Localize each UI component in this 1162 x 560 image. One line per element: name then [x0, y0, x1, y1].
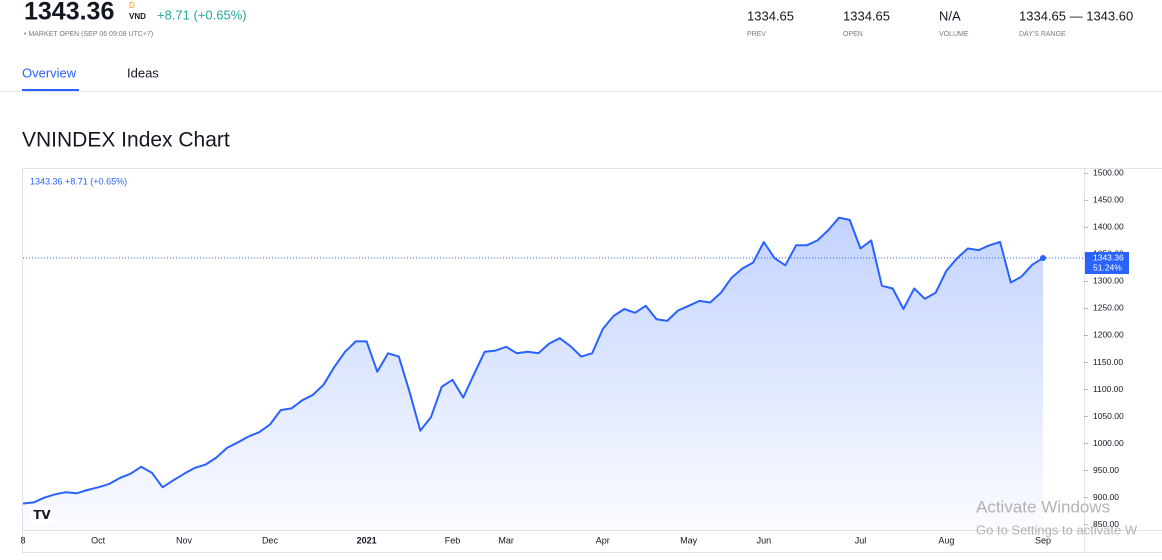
x-tick-label: Mar [498, 535, 514, 545]
market-status: • MARKET OPEN (SEP 06 09:08 UTC+7) [24, 31, 153, 38]
x-tick-label: Oct [91, 535, 106, 545]
y-tick-label: 900.00 [1093, 492, 1119, 502]
chart-frame [22, 168, 1162, 553]
stat-value: 1334.65 [843, 8, 890, 23]
chart-legend: 1343.36 +8.71 (+0.65%) [30, 176, 127, 186]
y-tick-label: 1200.00 [1093, 330, 1124, 340]
x-tick-label: Aug [938, 535, 954, 545]
y-tick-label: 1300.00 [1093, 276, 1124, 286]
stats: 1334.65 PREV 1334.65 OPEN N/A VOLUME 1334.65 —… [747, 8, 1133, 37]
last-price-label: 1343.36 [1093, 252, 1124, 262]
y-tick-label: 1500.00 [1093, 168, 1124, 178]
stat-label: DAY'S RANGE [1019, 31, 1066, 38]
last-change-label: 51.24% [1093, 262, 1122, 272]
y-tick-label: 1250.00 [1093, 303, 1124, 313]
y-tick-label: 850.00 [1093, 519, 1119, 529]
price-flag: D [129, 1, 135, 10]
last-point [1040, 255, 1046, 262]
x-tick-label: May [680, 535, 698, 545]
y-tick-label: 1150.00 [1093, 357, 1123, 367]
x-tick-label: Feb [445, 535, 461, 545]
y-tick-label: 1050.00 [1093, 411, 1124, 421]
x-tick-label: Sep [1035, 535, 1051, 545]
x-tick-label: Jul [855, 535, 867, 545]
watermark: Go to Settings to activate W [976, 522, 1138, 537]
tab-underline [22, 89, 79, 91]
tv-logo: 𝗧𝗩 [30, 506, 54, 524]
tab[interactable]: Overview [22, 65, 77, 80]
y-tick-label: 1100.00 [1093, 384, 1123, 394]
x-tick-label: 8 [20, 535, 25, 545]
y-tick-label: 1450.00 [1093, 195, 1124, 205]
x-tick-label: 2021 [357, 535, 377, 545]
stat-value: 1334.65 — 1343.60 [1019, 8, 1133, 23]
last-price-badge [1085, 252, 1129, 275]
plot: 850.00 900.00 950.00 1000.00 1050.00 1100.00 1… [20, 168, 1129, 545]
stat-label: VOLUME [939, 31, 969, 38]
x-tick-label: Jun [757, 535, 772, 545]
chart-title: VNINDEX Index Chart [22, 129, 230, 152]
svg-text:𝗧𝗩: 𝗧𝗩 [33, 508, 51, 522]
stat-label: OPEN [843, 31, 863, 38]
stat-value: N/A [939, 8, 961, 23]
area [23, 217, 1043, 530]
stat-label: PREV [747, 31, 766, 38]
x-tick-label: Nov [176, 535, 193, 545]
change: +8.71 (+0.65%) [157, 7, 247, 22]
watermark: Activate Windows [976, 497, 1110, 516]
x-tick-label: Apr [596, 535, 610, 545]
stat-value: 1334.65 [747, 8, 794, 23]
price: 1343.36 [24, 0, 114, 26]
y-tick-label: 1000.00 [1093, 438, 1124, 448]
price-line [22, 216, 1044, 505]
x-tick-label: Dec [262, 535, 279, 545]
y-tick-label: 1400.00 [1093, 222, 1124, 232]
currency: VND [129, 12, 146, 21]
y-tick-label: 950.00 [1093, 465, 1119, 475]
tab[interactable]: Ideas [127, 65, 159, 80]
